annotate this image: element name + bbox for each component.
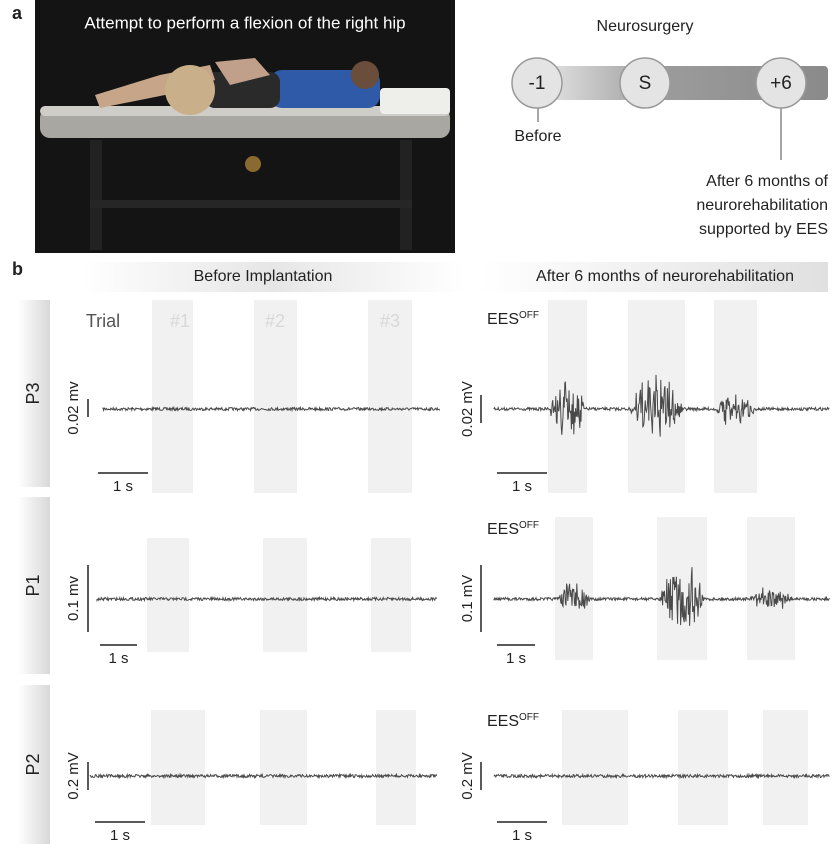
trial-window (260, 710, 307, 825)
patient-label: P2 (23, 753, 43, 775)
condition-name: EES (487, 521, 519, 538)
condition-name: EES (487, 713, 519, 730)
after-label: neurorehabilitation (696, 197, 828, 214)
patient-label: P3 (23, 382, 43, 404)
amplitude-scale-label: 0.2 mV (65, 752, 82, 800)
event-label: Neurosurgery (597, 18, 694, 35)
time-scale-label: 1 s (110, 827, 130, 844)
amplitude-scale-label: 0.02 mv (65, 381, 82, 435)
time-scale-label: 1 s (512, 478, 532, 495)
trial-window (147, 538, 189, 652)
condition-superscript: OFF (519, 310, 539, 321)
panel-label: a (12, 3, 23, 23)
amplitude-scale-label: 0.2 mV (459, 752, 476, 800)
trial-window (152, 300, 193, 493)
condition-superscript: OFF (519, 520, 539, 531)
figure: a Attempt to perform a flexion of the ri… (0, 0, 833, 852)
trial-window (151, 710, 205, 825)
amplitude-scale-label: 0.1 mv (65, 575, 82, 621)
condition-name: EES (487, 311, 519, 328)
amplitude-scale-label: 0.1 mV (459, 575, 476, 623)
left-header: Before Implantation (194, 268, 333, 285)
trial-window (263, 538, 307, 652)
panel-label: b (12, 259, 23, 279)
trial-window (763, 710, 808, 825)
condition-label: EESOFF (487, 310, 539, 329)
time-scale-label: 1 s (108, 650, 128, 667)
timeline-point: -1 (529, 73, 546, 94)
trial-window (555, 517, 593, 660)
patient-label: P1 (23, 574, 43, 596)
condition-label: EESOFF (487, 520, 539, 539)
trial-label: Trial (86, 311, 120, 331)
trial-window (376, 710, 416, 825)
timeline-point: S (639, 73, 652, 94)
timeline-point: +6 (770, 73, 792, 94)
trial-window (562, 710, 628, 825)
photo-caption: Attempt to perform a flexion of the righ… (84, 13, 405, 32)
trial-window (371, 538, 411, 652)
condition-superscript: OFF (519, 712, 539, 723)
amplitude-scale-label: 0.02 mV (459, 381, 476, 437)
right-header: After 6 months of neurorehabilitation (536, 268, 794, 285)
after-label: After 6 months of (706, 173, 828, 190)
after-label: supported by EES (699, 221, 828, 238)
trial-window (747, 517, 795, 660)
trial-window (254, 300, 297, 493)
photo (35, 0, 455, 253)
trial-window (678, 710, 728, 825)
trial-window (368, 300, 412, 493)
before-label: Before (514, 128, 561, 145)
time-scale-label: 1 s (506, 650, 526, 667)
time-scale-label: 1 s (512, 827, 532, 844)
condition-label: EESOFF (487, 712, 539, 731)
time-scale-label: 1 s (113, 478, 133, 495)
